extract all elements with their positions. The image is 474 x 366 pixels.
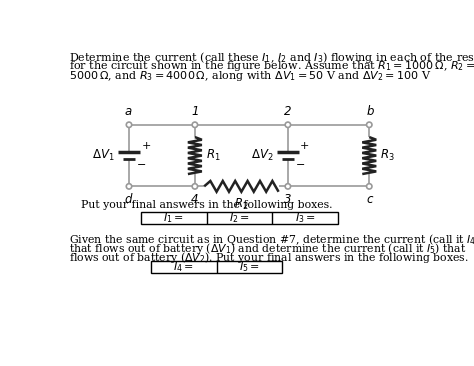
Circle shape: [126, 184, 132, 189]
Text: $R_2$: $R_2$: [234, 197, 249, 212]
Text: Given the same circuit as in Question #7, determine the current (call it $I_4$): Given the same circuit as in Question #7…: [69, 232, 474, 247]
Text: +: +: [300, 141, 310, 151]
Text: d: d: [125, 193, 132, 206]
Text: $5000\,\Omega$, and $R_3 = 4000\,\Omega$, along with $\Delta V_1 = 50$ V and $\D: $5000\,\Omega$, and $R_3 = 4000\,\Omega$…: [69, 68, 431, 83]
Text: Determine the current (call these $I_1$, $I_2$ and $I_3$) flowing in each of the: Determine the current (call these $I_1$,…: [69, 50, 474, 65]
Circle shape: [126, 122, 132, 127]
Text: $I_5 =$: $I_5 =$: [239, 260, 260, 274]
Circle shape: [192, 184, 198, 189]
Text: $R_3$: $R_3$: [380, 148, 395, 163]
Text: for the circuit shown in the figure below. Assume that $R_1 = 1000\,\Omega$, $R_: for the circuit shown in the figure belo…: [69, 59, 474, 73]
Circle shape: [285, 122, 291, 127]
Text: −: −: [137, 160, 146, 170]
Circle shape: [285, 184, 291, 189]
Bar: [151, 261, 283, 273]
Text: $I_2 =$: $I_2 =$: [229, 211, 250, 225]
Text: $\Delta V_1$: $\Delta V_1$: [92, 148, 115, 163]
Text: flows out of battery ($\Delta V_2$). Put your final answers in the following box: flows out of battery ($\Delta V_2$). Put…: [69, 250, 468, 265]
Circle shape: [366, 122, 372, 127]
Text: 2: 2: [284, 105, 292, 118]
Text: 4: 4: [191, 193, 199, 206]
Text: $I_3 =$: $I_3 =$: [295, 211, 316, 225]
Text: Put your final answers in the following boxes.: Put your final answers in the following …: [81, 200, 332, 210]
Circle shape: [192, 122, 198, 127]
Text: $\Delta V_2$: $\Delta V_2$: [251, 148, 274, 163]
Circle shape: [366, 184, 372, 189]
Text: −: −: [296, 160, 305, 170]
Text: c: c: [367, 193, 374, 206]
Text: a: a: [125, 105, 132, 118]
Text: $I_4 =$: $I_4 =$: [173, 260, 194, 274]
Text: $I_1 =$: $I_1 =$: [163, 211, 184, 225]
Bar: [141, 212, 338, 224]
Text: +: +: [141, 141, 151, 151]
Text: b: b: [366, 105, 374, 118]
Text: 3: 3: [284, 193, 292, 206]
Text: 1: 1: [191, 105, 199, 118]
Text: that flows out of battery ($\Delta V_1$) and determine the current (call it $I_5: that flows out of battery ($\Delta V_1$)…: [69, 241, 466, 256]
Text: $R_1$: $R_1$: [206, 148, 220, 163]
